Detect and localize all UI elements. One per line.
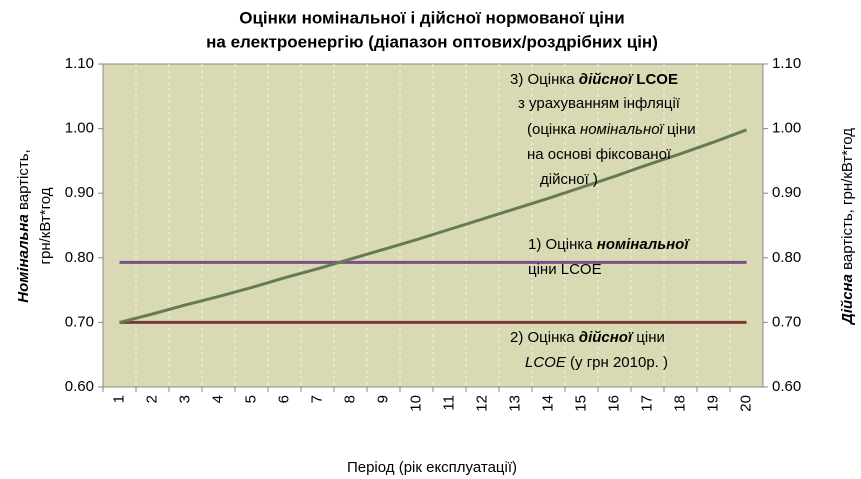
y-tick-label: 1.00 [65,120,94,137]
text-segment: ціни [663,121,696,138]
annotation: ціни LCOE [528,261,602,278]
text-segment: грн/кВт*год [37,187,54,264]
x-tick-label: 4 [209,395,226,403]
text-segment: номінальної [580,121,665,138]
text-segment: дійсної [579,71,634,88]
text-segment: Номінальна [15,214,32,302]
text-segment: на основі фіксованої [527,146,672,163]
x-tick-label: 13 [506,395,523,412]
annotation: 2) Оцінка дійсної ціни [510,329,665,346]
text-segment: 3) Оцінка [510,71,579,88]
text-segment: номінальної [597,236,691,253]
x-tick-label: 2 [143,395,160,403]
x-tick-label: 12 [473,395,490,412]
text-segment: 2) Оцінка [510,329,579,346]
y-tick-label: 0.60 [65,378,94,395]
y-tick-label: 1.10 [65,55,94,72]
plot-area [102,63,764,388]
y-axis-label: Номінальна вартість, [15,149,32,302]
text-segment: дійсної [579,329,634,346]
annotation: дійсної ) [540,171,598,188]
text-segment: ціни [632,329,665,346]
y-tick-label: 0.70 [65,313,94,330]
text-segment: (у грн 2010р. ) [566,354,668,371]
y2-tick-label: 0.90 [772,184,801,201]
text-segment: ціни LCOE [528,261,602,278]
x-tick-label: 10 [407,395,424,412]
series-line [119,128,748,324]
x-tick-label: 1 [110,395,127,403]
x-tick-label: 6 [275,395,292,403]
x-tick-label: 19 [704,395,721,412]
y2-tick-label: 0.60 [772,378,801,395]
x-tick-label: 5 [242,395,259,403]
chart-title: на електроенергію (діапазон оптових/розд… [206,32,658,51]
text-segment: (оцінка [527,121,580,138]
annotation: LCOE (у грн 2010р. ) [525,354,668,371]
y-axis-label: грн/кВт*год [37,187,54,264]
x-tick-label: 14 [539,395,556,412]
y-tick-label: 0.90 [65,184,94,201]
text-segment: вартість, [15,149,32,214]
text-segment: LCOE [632,71,678,88]
annotation: (оцінка номінальної ціни [527,121,696,138]
x-tick-label: 16 [605,395,622,412]
y2-tick-label: 1.10 [772,55,801,72]
x-tick-label: 7 [308,395,325,403]
text-segment: 1) Оцінка [528,236,597,253]
x-tick-label: 20 [737,395,754,412]
text-segment: LCOE [525,354,567,371]
y2-tick-label: 0.70 [772,313,801,330]
annotation: з урахуванням інфляції [518,95,681,112]
x-tick-label: 17 [638,395,655,412]
x-tick-label: 15 [572,395,589,412]
annotation: на основі фіксованої [527,146,672,163]
chart-title: Оцінки номінальної і дійсної нормованої … [239,8,625,27]
annotation: 3) Оцінка дійсної LCOE [510,71,678,88]
y2-tick-label: 0.80 [772,249,801,266]
x-tick-label: 11 [440,395,457,411]
x-tick-label: 9 [374,395,391,403]
y2-axis-label: Дійсна вартість, грн/кВт*год [839,128,856,326]
x-tick-label: 8 [341,395,358,403]
x-tick-label: 18 [671,395,688,412]
x-axis-label: Період (рік експлуатації) [347,459,517,476]
text-segment: з урахуванням інфляції [518,95,681,112]
text-segment: дійсної ) [540,171,598,188]
x-tick-label: 3 [176,395,193,403]
y2-tick-label: 1.00 [772,120,801,137]
text-segment: Дійсна [839,274,856,326]
annotation: 1) Оцінка номінальної [528,236,690,253]
y-tick-label: 0.80 [65,249,94,266]
text-segment: вартість, грн/кВт*год [839,128,856,274]
